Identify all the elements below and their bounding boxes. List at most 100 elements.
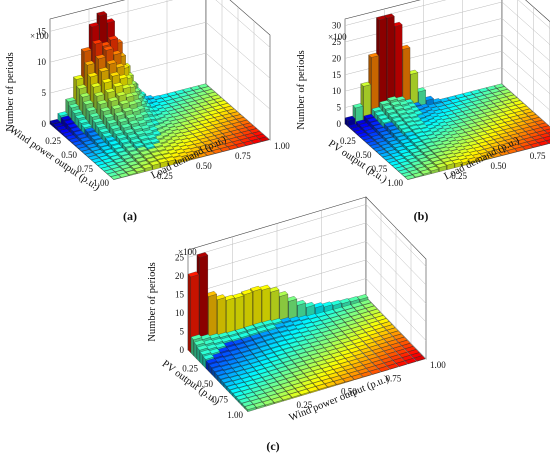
bar-0-1 bbox=[352, 103, 364, 125]
z-tick-label: 10 bbox=[332, 86, 342, 96]
panel-a-x-ticks: 0.250.500.751.00 bbox=[45, 136, 109, 188]
x-tick-label: 0.75 bbox=[372, 164, 388, 174]
bar-19-16 bbox=[530, 142, 541, 149]
bar-19-0 bbox=[244, 404, 257, 413]
x-tick-label: 0.75 bbox=[212, 395, 228, 405]
z-tick-label: 30 bbox=[332, 21, 342, 31]
bar-19-0 bbox=[110, 174, 122, 181]
y-tick-label: 0.25 bbox=[157, 171, 173, 181]
bar-2-18 bbox=[492, 91, 503, 97]
bar-15-19 bbox=[541, 125, 550, 131]
bar-19-12 bbox=[351, 374, 363, 381]
bar-19-1 bbox=[412, 172, 424, 179]
bar-19-15 bbox=[378, 366, 390, 373]
panel-b-label: (b) bbox=[414, 209, 429, 223]
bar-13-15 bbox=[360, 347, 372, 354]
panel-b-y-ticks: 0.250.500.751.00 bbox=[451, 151, 546, 181]
bar-18-2 bbox=[122, 167, 134, 174]
bar-14-18 bbox=[389, 342, 402, 349]
bar-19-17 bbox=[396, 360, 408, 368]
bar-19-11 bbox=[342, 376, 355, 383]
z-tick-label: 10 bbox=[175, 308, 185, 318]
bar-14-0 bbox=[94, 160, 106, 167]
bar-7-14 bbox=[476, 113, 488, 119]
z-tick-label: 0 bbox=[180, 345, 185, 355]
y-tick-label: 0.50 bbox=[491, 161, 507, 171]
panel-c-bars bbox=[187, 252, 426, 413]
x-tick-label: 1.00 bbox=[387, 178, 403, 188]
panel-a-z-axis-label: Number of periods bbox=[5, 52, 16, 131]
x-tick-label: 0.75 bbox=[77, 164, 93, 174]
bar-19-2 bbox=[126, 170, 137, 177]
x-tick-label: 0.25 bbox=[182, 364, 198, 374]
bar-7-0 bbox=[366, 140, 378, 147]
x-tick-label: 0.50 bbox=[197, 379, 213, 389]
z-tick-label: 25 bbox=[332, 37, 342, 47]
bar-19-19 bbox=[413, 355, 426, 362]
panel-a-z-scale: ×100 bbox=[30, 31, 49, 41]
bar-19-13 bbox=[506, 148, 518, 155]
y-tick-label: 0.50 bbox=[196, 161, 212, 171]
bar-8-16 bbox=[354, 329, 366, 336]
bar-14-14 bbox=[203, 132, 215, 139]
y-tick-label: 1.00 bbox=[274, 141, 290, 151]
x-tick-label: 0.25 bbox=[45, 136, 61, 146]
bar-15-14 bbox=[357, 356, 369, 363]
y-tick-label: 0.75 bbox=[235, 151, 251, 161]
panel-a-y-ticks: 0.25 0.50 0.75 1.00 bbox=[157, 141, 290, 181]
x-tick-label: 1.00 bbox=[227, 410, 243, 420]
panel-c-y-ticks: 0.25 0.50 0.75 1.00 bbox=[297, 360, 447, 410]
bar-19-6 bbox=[451, 159, 463, 169]
panel-a-bars bbox=[49, 11, 270, 181]
bar-18-13 bbox=[357, 368, 369, 375]
panel-c-x-ticks: 0.25 0.50 0.75 1.00 bbox=[182, 364, 243, 421]
bar-19-11 bbox=[490, 152, 502, 159]
z-tick-label: 5 bbox=[180, 326, 185, 336]
z-tick-label: 5 bbox=[337, 103, 342, 113]
bar-19-15 bbox=[227, 144, 239, 151]
bar-19-13 bbox=[360, 371, 372, 378]
x-tick-label: 1.00 bbox=[93, 178, 109, 188]
panel-c-chart: 0 5 10 15 20 25 0.25 0.50 0.75 1.00 0.25 0.50 0.75… bbox=[147, 196, 447, 453]
z-tick-label: 15 bbox=[175, 289, 185, 299]
panel-b-z-scale: ×100 bbox=[328, 32, 347, 42]
z-tick-label: 15 bbox=[332, 70, 342, 80]
panel-c-label: (c) bbox=[266, 439, 279, 453]
bar-7-18 bbox=[368, 321, 381, 328]
bar-10-17 bbox=[509, 115, 521, 121]
z-tick-label: 0 bbox=[337, 119, 342, 129]
bar-17-19 bbox=[407, 349, 420, 356]
bar-19-14 bbox=[219, 146, 231, 153]
z-tick-label: 5 bbox=[42, 88, 47, 98]
z-tick-label: 15 bbox=[37, 26, 47, 36]
bar-0-0 bbox=[187, 271, 200, 354]
bar-19-1 bbox=[118, 172, 129, 179]
bar-19-12 bbox=[204, 150, 215, 157]
y-tick-label: 1.00 bbox=[430, 360, 446, 370]
bar-19-13 bbox=[211, 148, 223, 155]
bar-17-17 bbox=[390, 354, 402, 361]
bar-10-17 bbox=[369, 333, 381, 340]
bar-19-14 bbox=[514, 146, 526, 153]
panel-b-z-axis-label: Number of periods bbox=[296, 50, 307, 129]
bar-19-15 bbox=[522, 144, 533, 151]
z-tick-label: 25 bbox=[175, 252, 185, 262]
bar-5-18 bbox=[362, 314, 375, 321]
bar-19-16 bbox=[235, 142, 246, 149]
bar-19-3 bbox=[133, 167, 145, 175]
panel-b-bars bbox=[344, 13, 550, 181]
bar-19-19 bbox=[258, 136, 270, 143]
y-tick-label: 0.25 bbox=[451, 171, 467, 181]
z-tick-label: 20 bbox=[175, 271, 185, 281]
bar-9-18 bbox=[374, 327, 387, 334]
x-tick-label: 0.50 bbox=[61, 150, 77, 160]
bar-8-12 bbox=[464, 120, 475, 126]
panel-a-label: (a) bbox=[123, 209, 137, 223]
y-tick-label: 0.75 bbox=[530, 151, 546, 161]
bar-19-17 bbox=[243, 140, 254, 147]
z-tick-label: 20 bbox=[332, 53, 342, 63]
bar-19-18 bbox=[404, 358, 417, 365]
